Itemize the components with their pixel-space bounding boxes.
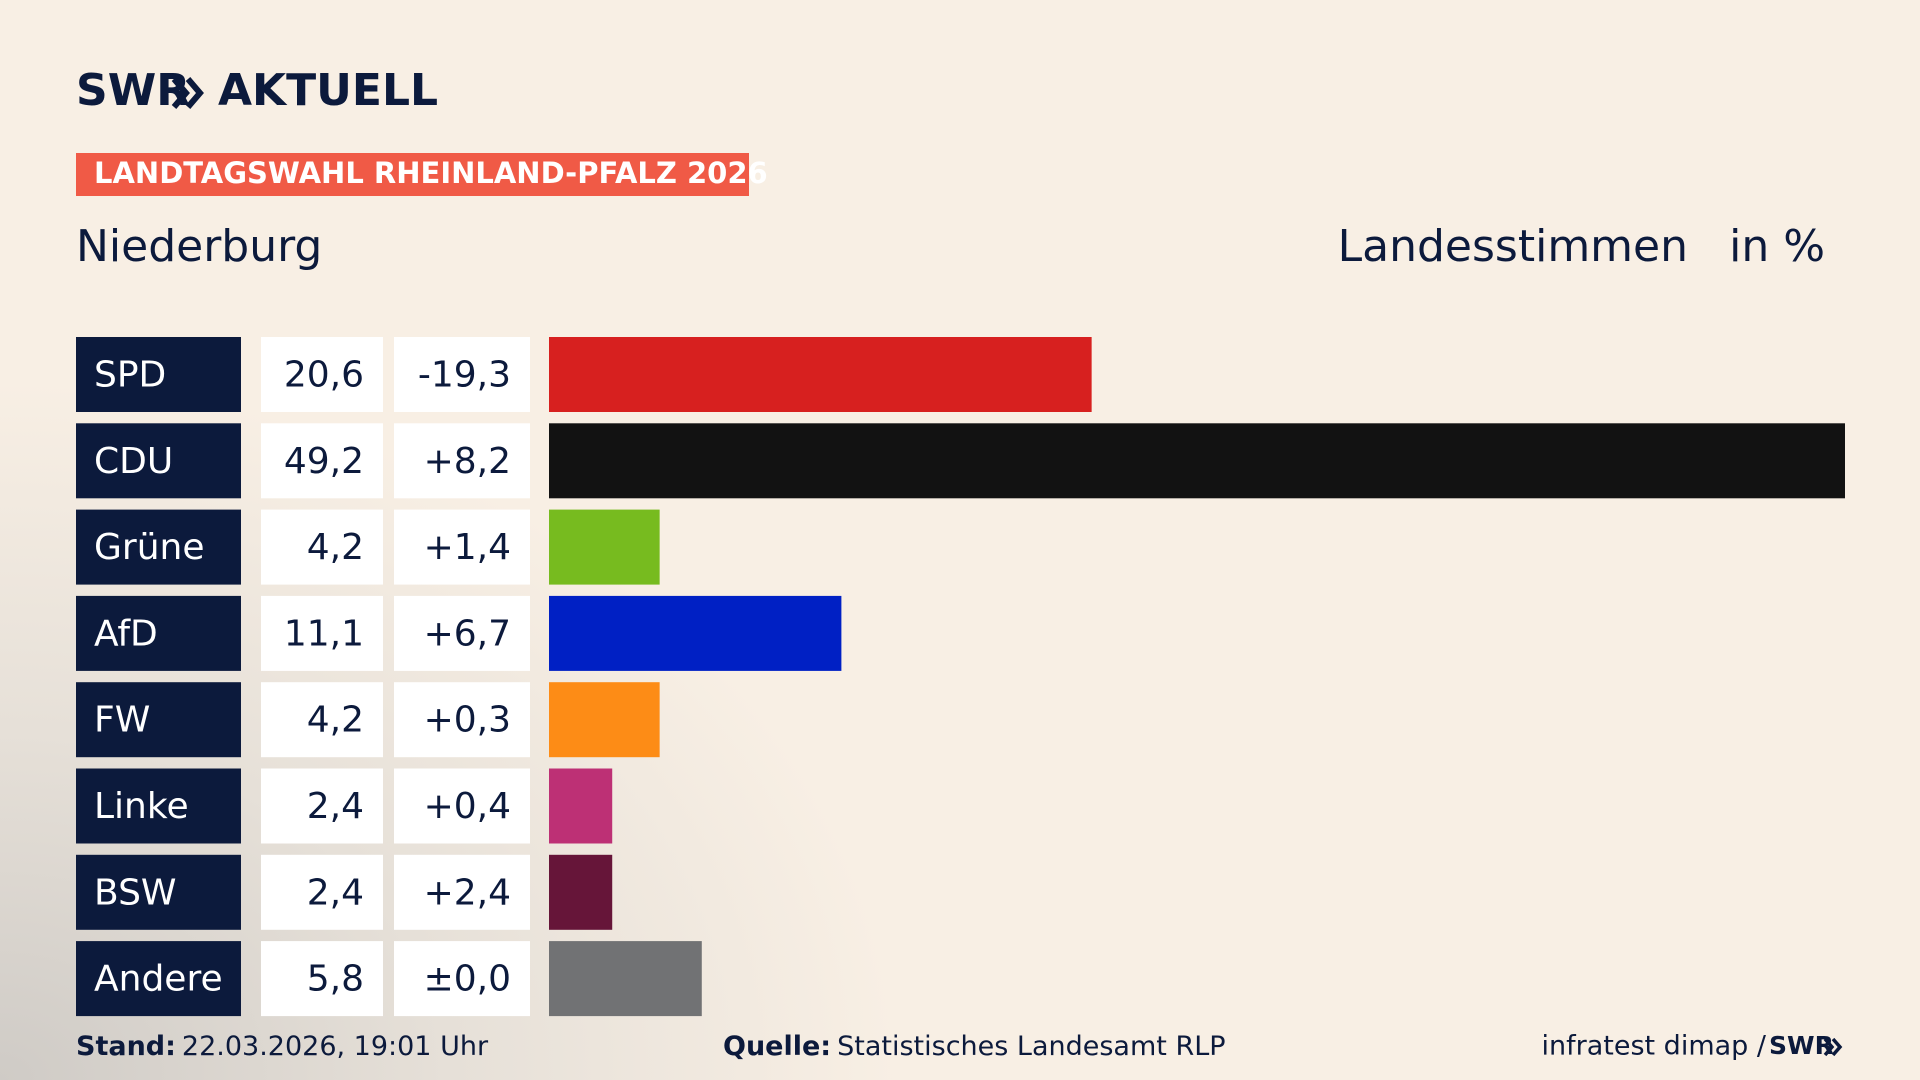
change-label: ±0,0 — [424, 959, 511, 1000]
brand-product: AKTUELL — [218, 65, 438, 116]
party-label: FW — [94, 700, 150, 741]
bar — [549, 509, 660, 585]
rows: SPD 20,6 -19,3 CDU 49,2 +8,2 Grüne 4,2 +1,4 AfD 11… — [76, 337, 1845, 1017]
value-box — [261, 595, 383, 671]
value-label: 5,8 — [307, 959, 364, 1000]
value-label: 4,2 — [307, 527, 364, 568]
source: Statistisches Landesamt RLP — [837, 1031, 1225, 1062]
party-box — [76, 337, 241, 412]
party-label: AfD — [94, 613, 158, 654]
chart-title: Niederburg — [76, 221, 322, 272]
change-label: +0,4 — [424, 786, 511, 827]
bar — [549, 423, 1845, 499]
value-label: 20,6 — [284, 355, 364, 396]
bar — [549, 941, 702, 1017]
bar — [549, 854, 613, 930]
change-label: +8,2 — [424, 441, 511, 482]
value-label: 4,2 — [307, 700, 364, 741]
bar — [549, 768, 613, 844]
bar — [549, 682, 660, 758]
party-label: BSW — [94, 872, 177, 913]
value-label: Landesstimmen — [1338, 221, 1688, 272]
bar — [549, 595, 842, 671]
change-box — [394, 337, 530, 412]
badge-text: LANDTAGSWAHL RHEINLAND-PFALZ 2026 — [94, 156, 768, 190]
value-label: 49,2 — [284, 441, 364, 482]
party-box — [76, 595, 241, 671]
value-box — [261, 941, 383, 1017]
value-box — [261, 337, 383, 412]
change-label: +1,4 — [424, 527, 511, 568]
change-box — [394, 768, 530, 844]
value-box — [261, 682, 383, 758]
value-box — [261, 423, 383, 499]
credit-chevrons — [1823, 1037, 1843, 1057]
change-box — [394, 509, 530, 585]
badge — [76, 153, 749, 196]
party-label: Andere — [94, 959, 223, 1000]
party-box — [76, 682, 241, 758]
party-label: CDU — [94, 441, 173, 482]
value-box — [261, 509, 383, 585]
change-box — [394, 682, 530, 758]
change-label: +6,7 — [424, 613, 511, 654]
change-label: -19,3 — [418, 355, 511, 396]
change-box — [394, 854, 530, 930]
change-box — [394, 423, 530, 499]
change-box — [394, 941, 530, 1017]
footer-stand: Stand: 22.03.2026, 19:01 Uhr — [76, 1031, 489, 1062]
value-label: 2,4 — [307, 872, 364, 913]
source-label: Quelle: — [723, 1031, 831, 1062]
brand: SWR — [76, 65, 190, 116]
footer-source: Quelle: Statistisches Landesamt RLP — [723, 1031, 1226, 1062]
party-box — [76, 423, 241, 499]
party-box — [76, 941, 241, 1017]
change-box — [394, 595, 530, 671]
party-label: SPD — [94, 355, 166, 396]
party-box — [76, 509, 241, 585]
party-box — [76, 768, 241, 844]
credit: infratest dimap / — [1541, 1031, 1766, 1062]
party-label: Linke — [94, 786, 189, 827]
value-box — [261, 768, 383, 844]
value-box — [261, 854, 383, 930]
change-label: +2,4 — [424, 872, 511, 913]
credit-brand: SWR — [1769, 1031, 1834, 1060]
stand-label: Stand: — [76, 1031, 176, 1062]
party-label: Grüne — [94, 527, 204, 568]
unit-label: in % — [1729, 221, 1825, 272]
bar — [549, 337, 1092, 412]
value-label: 11,1 — [284, 613, 364, 654]
change-label: +0,3 — [424, 700, 511, 741]
value-label: 2,4 — [307, 786, 364, 827]
party-box — [76, 854, 241, 930]
brand-chevrons — [171, 77, 204, 109]
stand: 22.03.2026, 19:01 Uhr — [182, 1031, 489, 1062]
